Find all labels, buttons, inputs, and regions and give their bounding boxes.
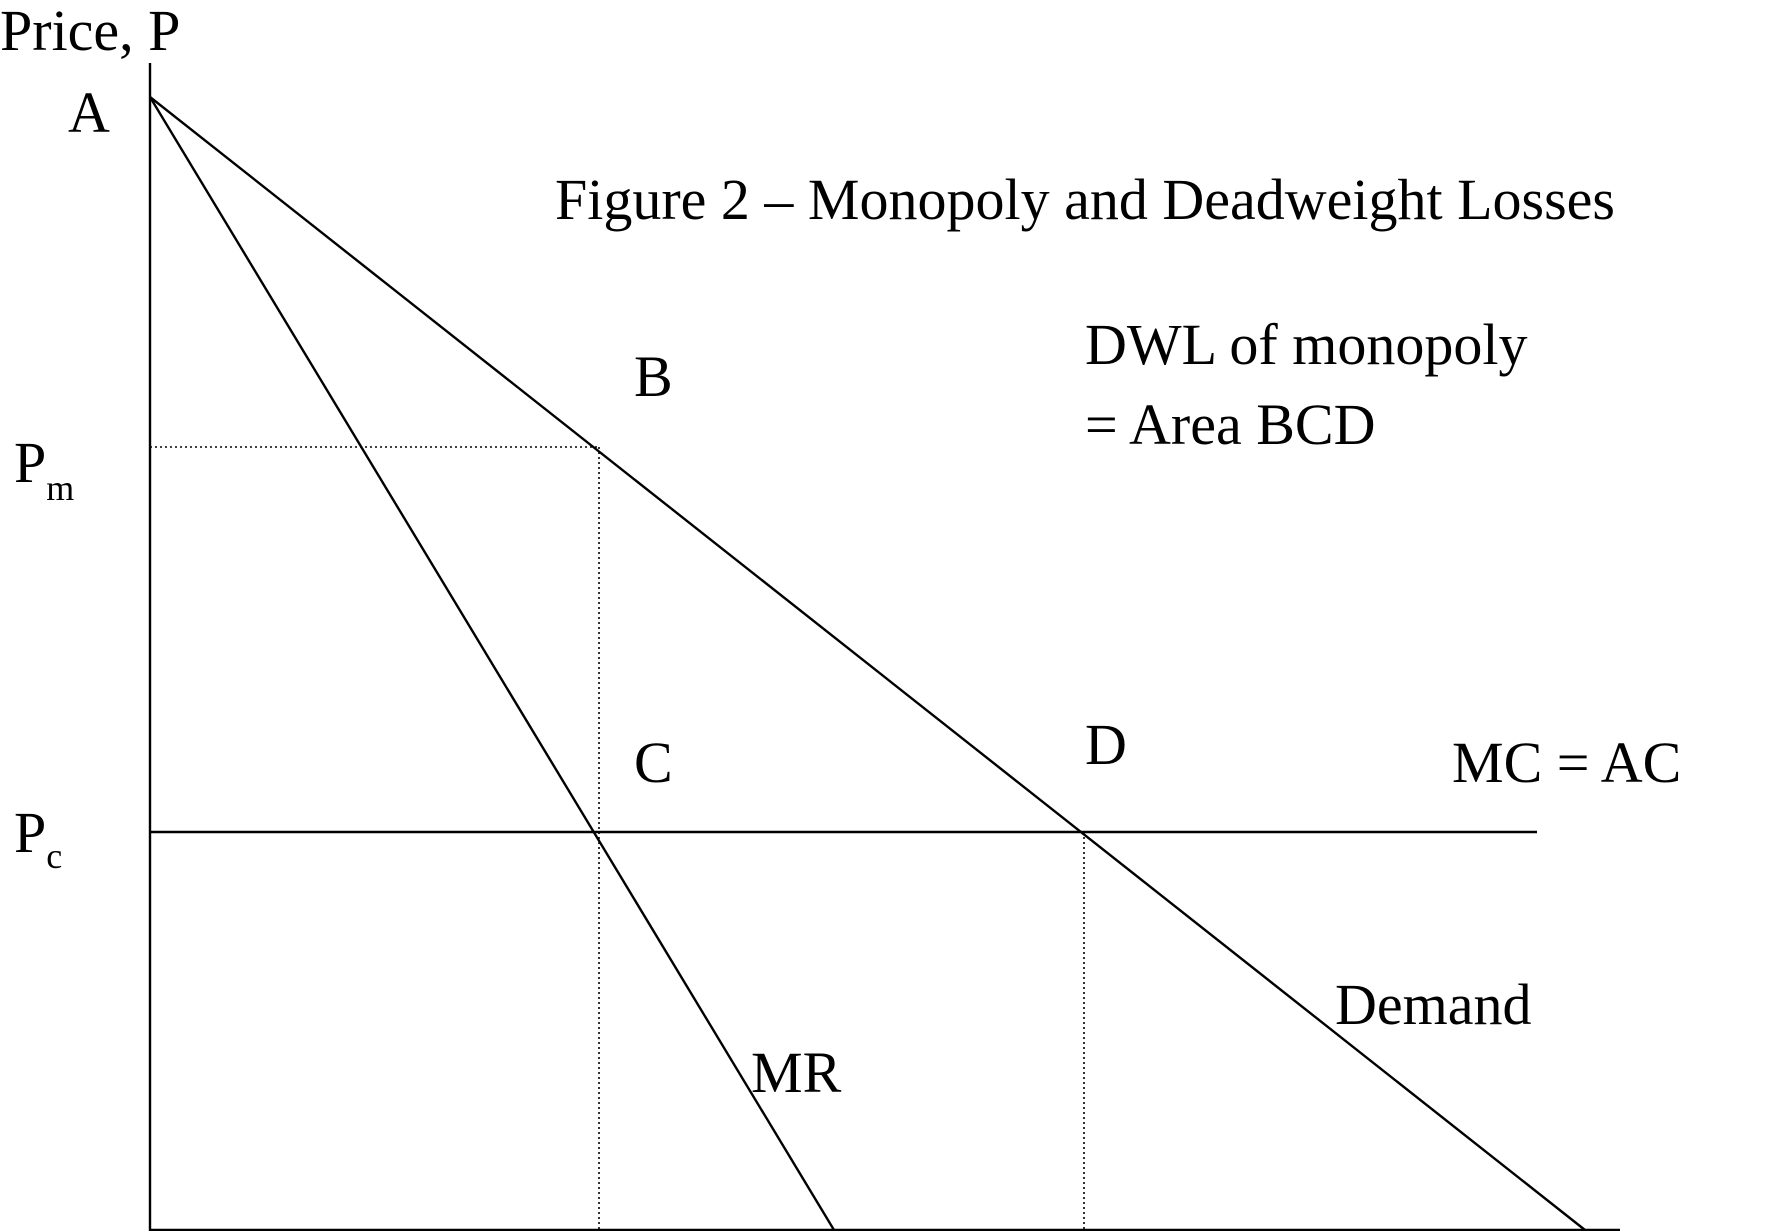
demand-label: Demand (1335, 972, 1532, 1037)
dwl-annotation-line1: DWL of monopoly (1085, 312, 1527, 377)
price-pc-label: Pc (14, 800, 62, 876)
pm-base: P (14, 430, 46, 495)
point-d-label: D (1085, 712, 1127, 777)
dwl-annotation-line2: = Area BCD (1085, 392, 1375, 457)
demand-curve (149, 96, 1586, 1231)
pc-subscript: c (46, 836, 62, 876)
figure-title: Figure 2 – Monopoly and Deadweight Losse… (555, 167, 1615, 232)
mr-label: MR (751, 1040, 842, 1105)
point-c-label: C (634, 730, 673, 795)
y-axis-label: Price, P (0, 0, 180, 63)
mc-ac-label: MC = AC (1452, 730, 1681, 795)
pc-base: P (14, 800, 46, 865)
point-b-label: B (634, 344, 673, 409)
point-a-label: A (68, 80, 110, 145)
mr-curve (148, 96, 836, 1231)
price-pm-label: Pm (14, 430, 74, 508)
pm-subscript: m (46, 468, 74, 508)
